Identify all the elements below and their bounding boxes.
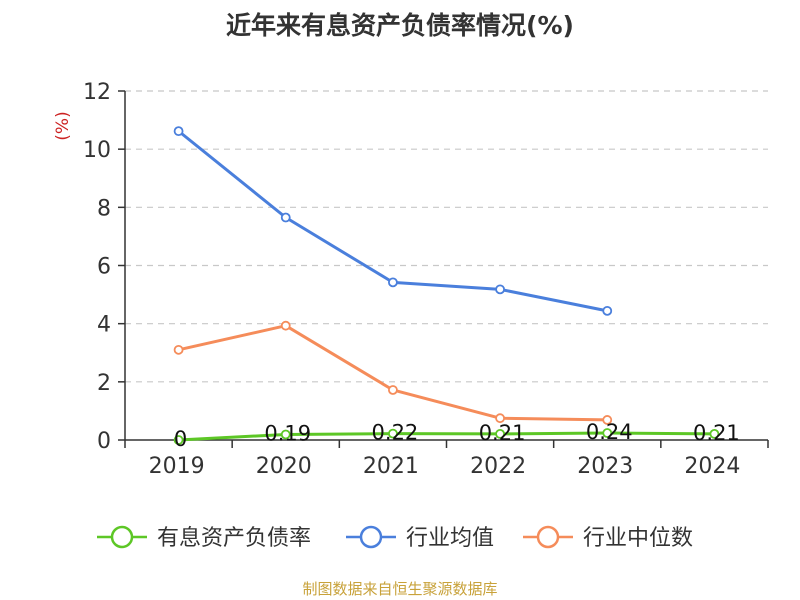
y-tick-label: 8	[97, 196, 111, 221]
y-tick-label: 12	[83, 80, 111, 105]
x-tick-label: 2023	[577, 454, 633, 479]
data-label: 0.24	[586, 420, 633, 444]
data-point	[602, 428, 613, 438]
data-label: 0	[174, 427, 187, 451]
data-label: 0.22	[372, 421, 419, 445]
x-tick-label: 2020	[256, 454, 312, 479]
data-point	[602, 305, 613, 316]
y-tick-labels: 0 2 4 6 8 10 12	[83, 80, 111, 454]
data-point	[280, 212, 291, 223]
data-point	[173, 126, 184, 137]
legend-swatch-marker	[359, 525, 383, 549]
y-tick-label: 2	[97, 371, 111, 396]
legend-label: 行业均值	[406, 526, 494, 551]
data-point	[388, 385, 398, 395]
data-point	[280, 429, 291, 440]
data-point	[495, 284, 505, 295]
data-point	[173, 344, 184, 355]
y-tick-label: 10	[83, 138, 111, 163]
data-point	[388, 277, 398, 288]
data-label: 0.19	[264, 421, 311, 445]
legend-swatch-marker	[110, 525, 134, 549]
data-point	[602, 415, 613, 425]
x-tick-label: 2021	[363, 454, 419, 479]
series-lines	[173, 126, 720, 445]
legend-label: 行业中位数	[583, 526, 693, 551]
chart-title: 近年来有息资产负债率情况(%)	[226, 11, 574, 40]
series-line-2	[178, 324, 608, 422]
y-axis-label: (%)	[53, 111, 73, 140]
data-point	[280, 320, 291, 331]
data-labels: 0 0.19 0.22 0.21 0.24 0.21	[174, 420, 740, 451]
x-tick-label: 2019	[149, 454, 205, 479]
data-point	[173, 435, 184, 445]
source-note: 制图数据来自恒生聚源数据库	[302, 580, 498, 598]
y-tick-label: 0	[97, 429, 111, 454]
y-tick-label: 6	[97, 255, 111, 280]
x-tick-label: 2022	[470, 454, 526, 479]
x-tick-label: 2024	[684, 454, 740, 479]
data-label: 0.21	[693, 421, 740, 445]
axes	[118, 90, 769, 448]
data-point	[709, 428, 720, 439]
y-tick-label: 4	[97, 313, 111, 338]
data-point	[495, 413, 505, 424]
data-point	[495, 428, 505, 439]
data-label: 0.21	[479, 421, 526, 445]
data-point	[388, 428, 398, 439]
grid-lines	[125, 90, 768, 383]
x-tick-labels: 2019 2020 2021 2022 2023 2024	[149, 454, 741, 479]
legend-swatch-marker	[536, 525, 560, 549]
series-line-0	[178, 431, 715, 442]
legend-label: 有息资产负债率	[157, 526, 311, 551]
legend: 有息资产负债率 行业均值 行业中位数	[97, 525, 693, 551]
